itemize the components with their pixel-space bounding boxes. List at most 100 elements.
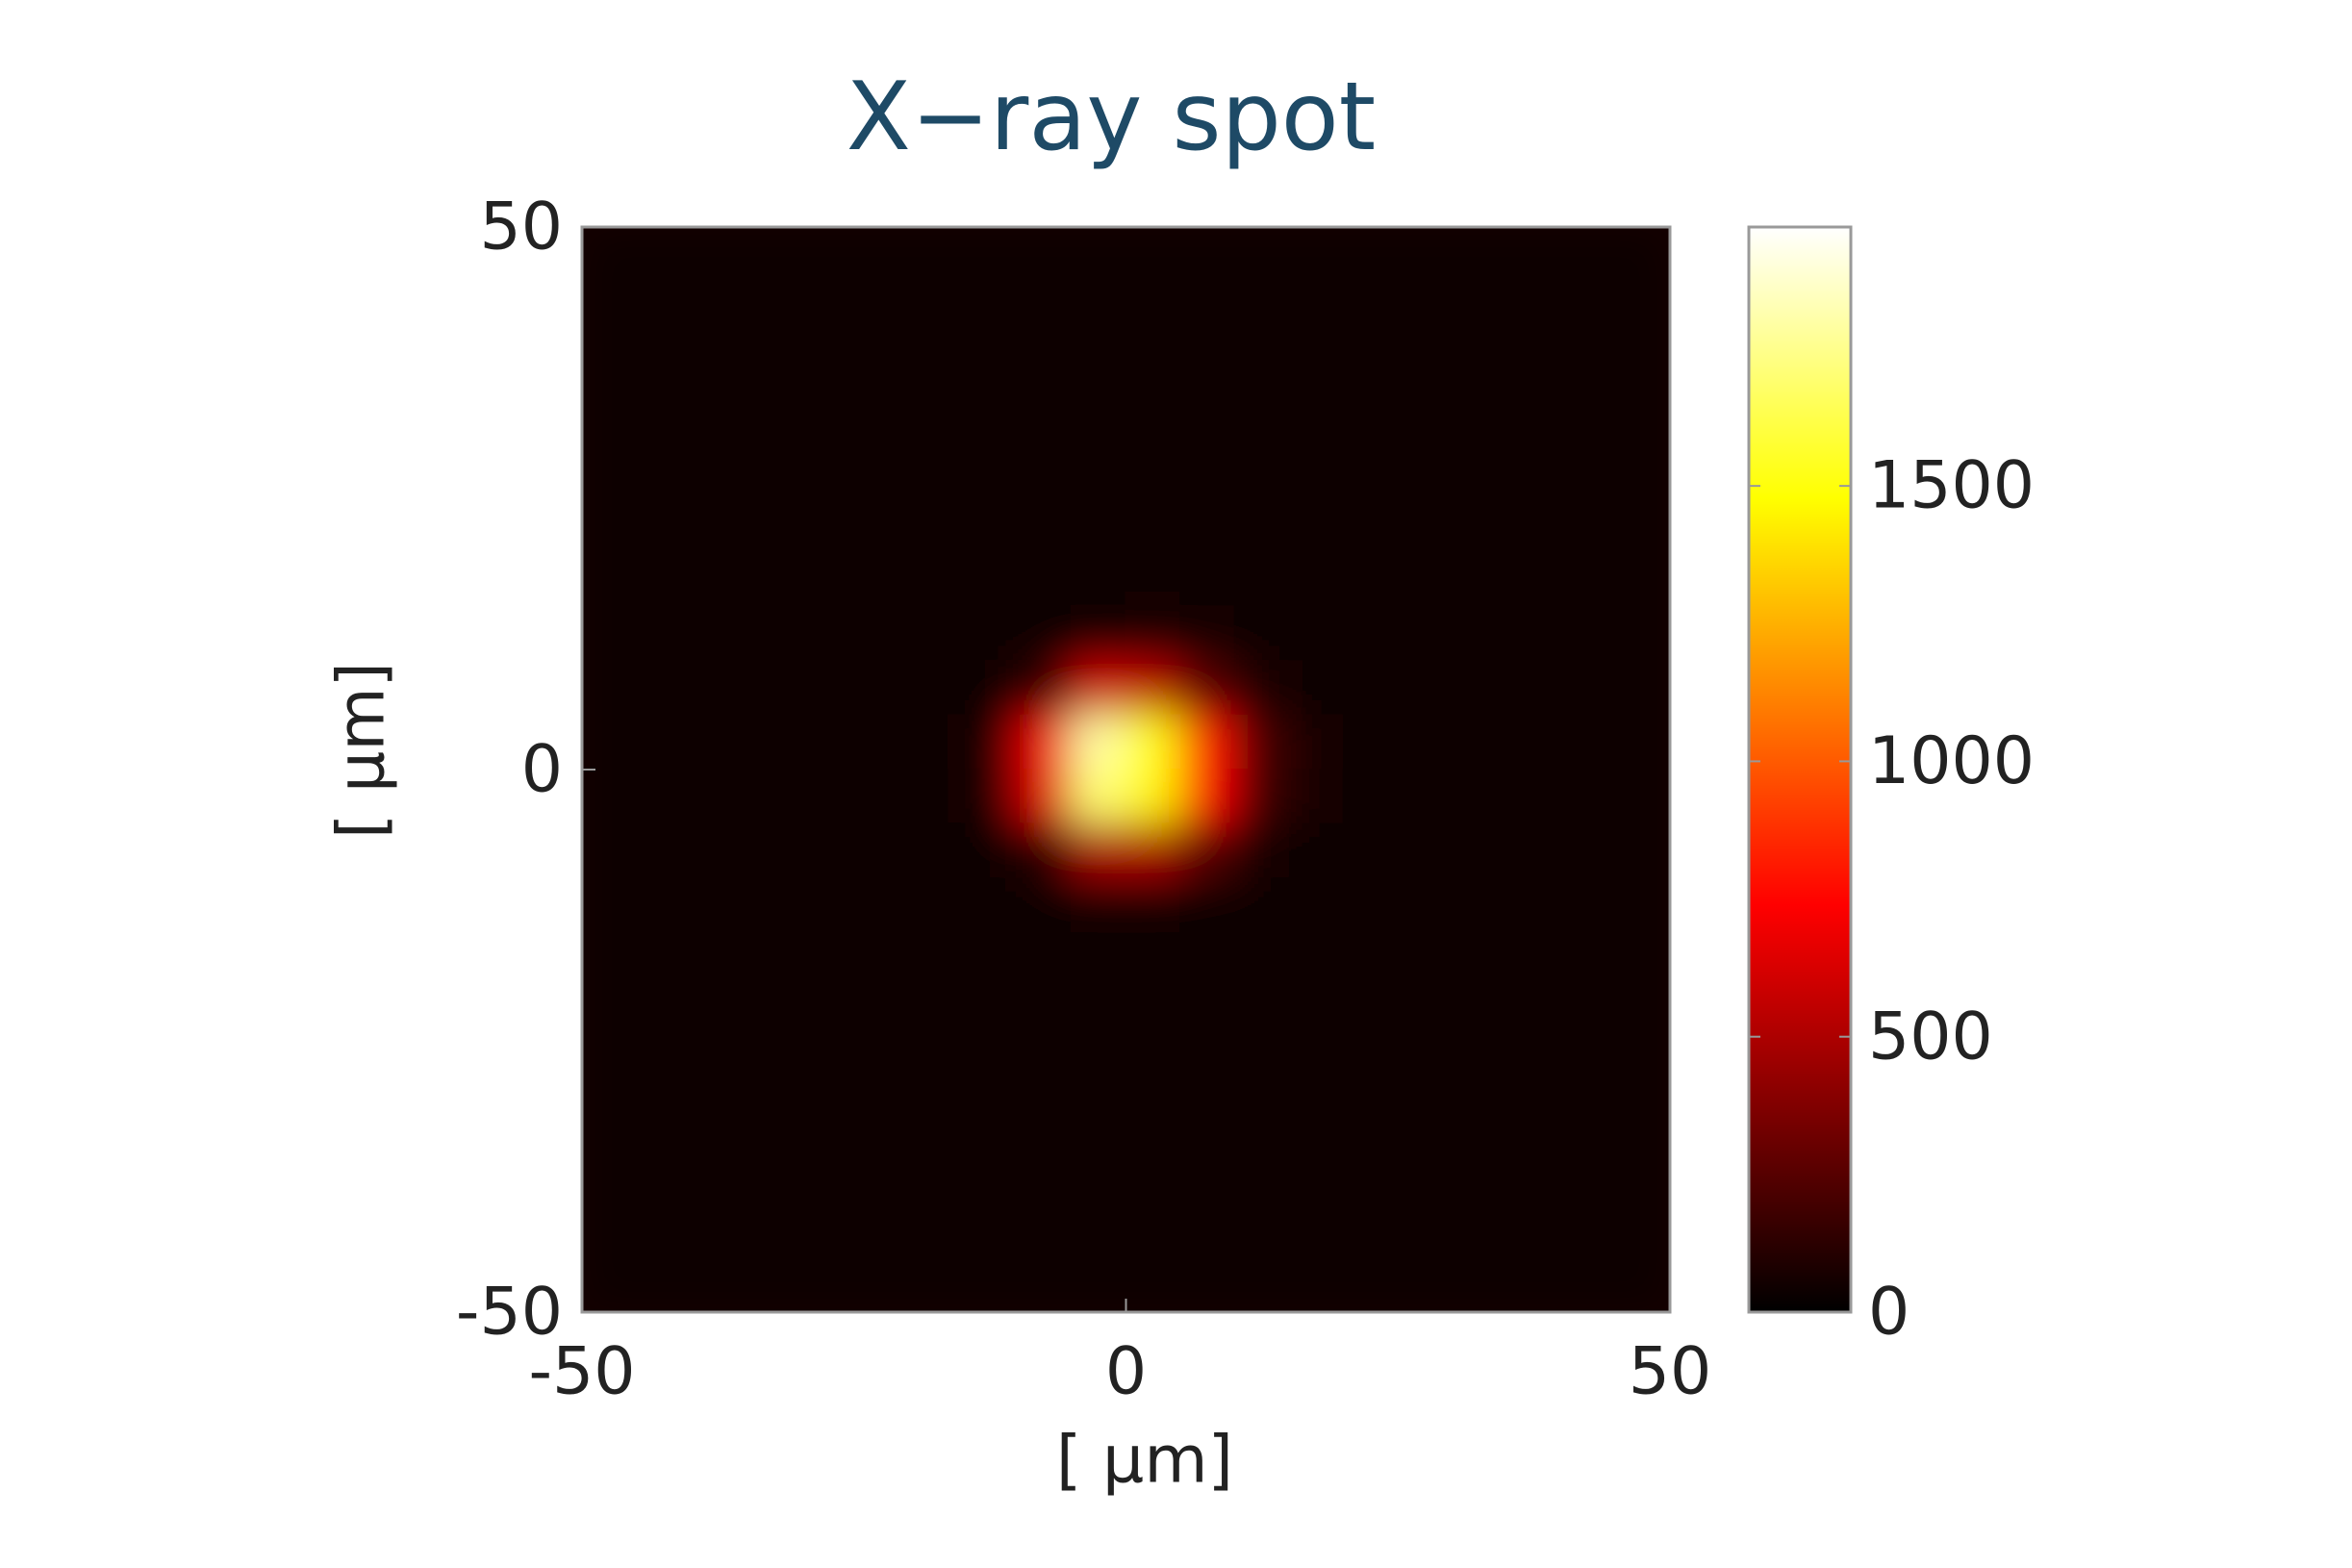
heatmap-cell <box>852 1202 910 1259</box>
heatmap-cell <box>1397 1094 1454 1151</box>
heatmap-cell <box>907 660 964 717</box>
heatmap-cell <box>852 931 910 988</box>
heatmap-cell <box>1505 334 1562 392</box>
heatmap-cell <box>635 822 693 879</box>
heatmap-cell <box>1505 1256 1562 1312</box>
heatmap-cell <box>852 985 910 1042</box>
heatmap-cell <box>1559 551 1617 608</box>
heatmap-cell <box>744 280 801 337</box>
heatmap-cell <box>1559 497 1617 554</box>
heatmap-cell <box>852 443 910 499</box>
x-tick-label: -50 <box>528 1334 635 1410</box>
heatmap-cell <box>1288 822 1345 879</box>
heatmap-cell <box>1397 605 1454 663</box>
heatmap-cell <box>1016 334 1073 392</box>
heatmap-cell <box>907 334 964 392</box>
heatmap-cell <box>798 280 855 337</box>
heatmap-cell <box>1179 551 1236 608</box>
heatmap-cell <box>1070 334 1127 392</box>
heatmap-cell <box>1505 876 1562 934</box>
heatmap-cell <box>1559 822 1617 879</box>
heatmap-cell <box>1233 605 1291 663</box>
heatmap-cell <box>1397 931 1454 988</box>
heatmap-cell <box>1559 1040 1617 1097</box>
colorbar-tick-label: 1500 <box>1868 448 2035 524</box>
heatmap-cell <box>1614 1202 1670 1259</box>
colorbar <box>1747 225 1853 1314</box>
heatmap-cell <box>1233 227 1291 283</box>
heatmap-cell <box>852 334 910 392</box>
heatmap-cell <box>1233 497 1291 554</box>
heatmap-cell <box>1397 1256 1454 1312</box>
heatmap-cell <box>1070 714 1127 771</box>
heatmap-cell <box>1614 660 1670 717</box>
heatmap-cell <box>744 389 801 445</box>
heatmap-cell <box>1233 931 1291 988</box>
heatmap-cell <box>1288 931 1345 988</box>
heatmap-cell <box>961 931 1019 988</box>
heatmap-cell <box>1125 443 1182 499</box>
heatmap-cell <box>1288 227 1345 283</box>
heatmap-cell <box>1397 1202 1454 1259</box>
heatmap-cell <box>852 497 910 554</box>
heatmap-cell <box>1505 497 1562 554</box>
y-tick-label: -50 <box>456 1275 563 1351</box>
heatmap-cell <box>1451 280 1508 337</box>
heatmap-cell <box>961 389 1019 445</box>
heatmap-cell <box>1451 1202 1508 1259</box>
heatmap-cell <box>1397 551 1454 608</box>
heatmap-cell <box>1070 822 1127 879</box>
heatmap-cell <box>1342 714 1400 771</box>
heatmap-cell <box>961 551 1019 608</box>
heatmap-cell <box>1397 334 1454 392</box>
heatmap-cell <box>1125 822 1182 879</box>
heatmap-cell <box>1070 769 1127 825</box>
heatmap-cell <box>690 389 746 445</box>
heatmap-cell <box>852 660 910 717</box>
heatmap-cell <box>1505 1040 1562 1097</box>
heatmap-cell <box>582 605 638 663</box>
heatmap-cell <box>635 605 693 663</box>
heatmap-cell <box>690 227 746 283</box>
heatmap-cell <box>1342 1202 1400 1259</box>
heatmap-cell <box>744 551 801 608</box>
heatmap-cell <box>1179 280 1236 337</box>
heatmap-cell <box>961 334 1019 392</box>
heatmap-cell <box>907 1202 964 1259</box>
heatmap-cell <box>907 876 964 934</box>
heatmap-cell <box>1179 714 1236 771</box>
heatmap-cell <box>1288 876 1345 934</box>
heatmap-cell <box>1451 497 1508 554</box>
heatmap-cell <box>582 822 638 879</box>
heatmap-cell <box>582 443 638 499</box>
heatmap-cell <box>582 389 638 445</box>
heatmap-cell <box>1070 1256 1127 1312</box>
heatmap-cell <box>744 1256 801 1312</box>
heatmap-cell <box>1505 985 1562 1042</box>
heatmap-cell <box>1125 1094 1182 1151</box>
heatmap <box>582 227 1670 1312</box>
heatmap-cell <box>1179 931 1236 988</box>
heatmap-cell <box>961 280 1019 337</box>
heatmap-cell <box>1342 660 1400 717</box>
heatmap-cell <box>1342 280 1400 337</box>
heatmap-cell <box>961 227 1019 283</box>
heatmap-cell <box>690 551 746 608</box>
heatmap-cell <box>582 1256 638 1312</box>
heatmap-cell <box>961 660 1019 717</box>
heatmap-cell <box>1288 443 1345 499</box>
heatmap-cell <box>1125 660 1182 717</box>
heatmap-cell <box>690 660 746 717</box>
heatmap-cell <box>1016 227 1073 283</box>
x-tick-label: 50 <box>1629 1334 1712 1410</box>
heatmap-cell <box>1179 985 1236 1042</box>
heatmap-cell <box>1125 931 1182 988</box>
heatmap-cell <box>582 876 638 934</box>
heatmap-cell <box>798 227 855 283</box>
heatmap-cell <box>1559 876 1617 934</box>
heatmap-cell <box>1070 227 1127 283</box>
heatmap-cell <box>1342 227 1400 283</box>
heatmap-cell <box>1451 605 1508 663</box>
heatmap-cell <box>1070 1148 1127 1205</box>
heatmap-cell <box>582 1094 638 1151</box>
